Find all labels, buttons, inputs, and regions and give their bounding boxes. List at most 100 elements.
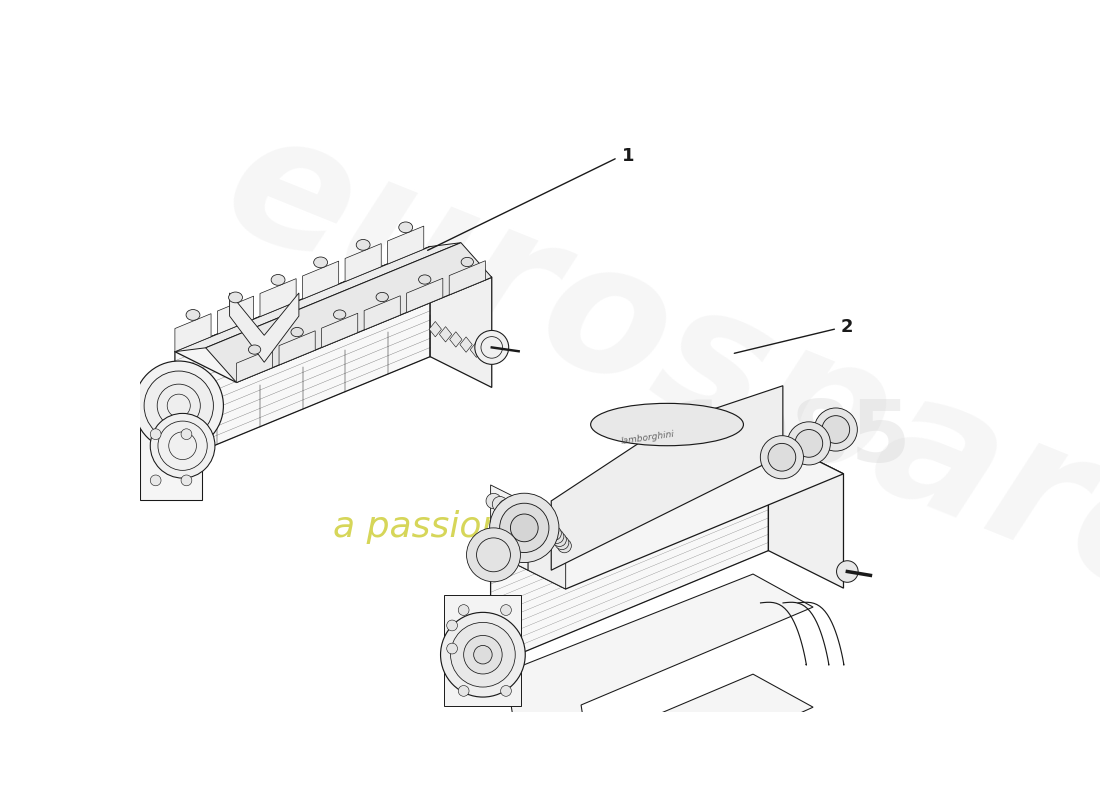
Circle shape xyxy=(144,371,213,440)
Circle shape xyxy=(510,514,538,542)
Circle shape xyxy=(168,432,197,459)
Circle shape xyxy=(182,429,191,439)
Circle shape xyxy=(459,686,469,696)
Polygon shape xyxy=(302,261,339,299)
Circle shape xyxy=(760,436,803,479)
Polygon shape xyxy=(230,293,299,362)
Ellipse shape xyxy=(271,274,285,286)
Circle shape xyxy=(167,394,190,418)
Circle shape xyxy=(517,509,532,524)
Circle shape xyxy=(474,646,492,664)
Polygon shape xyxy=(218,296,254,334)
Circle shape xyxy=(158,421,207,470)
Circle shape xyxy=(475,330,508,364)
Polygon shape xyxy=(430,246,492,387)
Circle shape xyxy=(544,523,559,537)
Circle shape xyxy=(486,494,502,509)
Polygon shape xyxy=(175,246,492,382)
Circle shape xyxy=(493,497,508,512)
Circle shape xyxy=(788,422,831,465)
Polygon shape xyxy=(491,436,844,589)
Circle shape xyxy=(151,414,214,478)
Circle shape xyxy=(554,772,561,778)
Polygon shape xyxy=(769,436,844,588)
Text: 1985: 1985 xyxy=(671,397,911,480)
Text: a passion for: a passion for xyxy=(332,510,565,544)
Circle shape xyxy=(447,643,458,654)
Polygon shape xyxy=(551,386,783,570)
Polygon shape xyxy=(407,278,443,312)
Circle shape xyxy=(459,605,469,615)
Ellipse shape xyxy=(314,257,328,268)
Polygon shape xyxy=(444,594,521,706)
Circle shape xyxy=(498,500,514,515)
Circle shape xyxy=(548,526,561,540)
Circle shape xyxy=(490,494,559,562)
Polygon shape xyxy=(387,226,424,264)
Circle shape xyxy=(464,635,502,674)
Ellipse shape xyxy=(229,292,242,303)
Circle shape xyxy=(505,502,520,518)
Polygon shape xyxy=(364,296,400,330)
Ellipse shape xyxy=(419,275,431,284)
Circle shape xyxy=(476,538,510,572)
Circle shape xyxy=(500,605,512,615)
Polygon shape xyxy=(491,485,528,570)
Circle shape xyxy=(552,533,567,546)
Ellipse shape xyxy=(399,222,412,233)
Circle shape xyxy=(778,793,784,800)
Polygon shape xyxy=(439,326,452,342)
Circle shape xyxy=(667,782,673,790)
Circle shape xyxy=(837,561,858,582)
Circle shape xyxy=(151,475,161,486)
Ellipse shape xyxy=(186,310,200,320)
Polygon shape xyxy=(175,246,430,462)
Polygon shape xyxy=(481,347,493,362)
Ellipse shape xyxy=(249,345,261,354)
Text: lamborghini: lamborghini xyxy=(620,430,675,446)
Polygon shape xyxy=(460,337,472,352)
Circle shape xyxy=(822,416,849,443)
Circle shape xyxy=(466,528,520,582)
Polygon shape xyxy=(429,322,441,337)
Circle shape xyxy=(722,788,729,794)
Circle shape xyxy=(768,443,795,471)
Ellipse shape xyxy=(591,403,744,446)
Polygon shape xyxy=(175,314,211,352)
Circle shape xyxy=(512,506,527,522)
Polygon shape xyxy=(321,314,358,347)
Circle shape xyxy=(556,536,569,550)
Circle shape xyxy=(447,620,458,631)
Circle shape xyxy=(440,612,526,697)
Polygon shape xyxy=(449,261,485,295)
Ellipse shape xyxy=(461,258,473,266)
Circle shape xyxy=(182,475,191,486)
Text: 1: 1 xyxy=(621,147,634,165)
Circle shape xyxy=(795,430,823,458)
Polygon shape xyxy=(450,332,462,347)
Ellipse shape xyxy=(333,310,345,319)
Circle shape xyxy=(550,530,564,543)
Circle shape xyxy=(481,337,503,358)
Circle shape xyxy=(134,361,223,450)
Polygon shape xyxy=(528,504,565,589)
Ellipse shape xyxy=(376,293,388,302)
Polygon shape xyxy=(506,574,813,800)
Polygon shape xyxy=(279,330,316,365)
Polygon shape xyxy=(491,436,769,666)
Circle shape xyxy=(558,539,571,553)
Ellipse shape xyxy=(356,239,370,250)
Circle shape xyxy=(157,384,200,427)
Circle shape xyxy=(610,777,617,784)
Text: eurospares: eurospares xyxy=(202,94,1100,684)
Polygon shape xyxy=(236,348,273,382)
Polygon shape xyxy=(206,242,492,382)
Polygon shape xyxy=(260,278,296,317)
Circle shape xyxy=(814,408,857,451)
Circle shape xyxy=(498,766,506,774)
Ellipse shape xyxy=(292,327,304,337)
Polygon shape xyxy=(141,415,202,500)
Text: 2: 2 xyxy=(842,318,854,336)
Circle shape xyxy=(500,686,512,696)
Polygon shape xyxy=(470,342,483,358)
